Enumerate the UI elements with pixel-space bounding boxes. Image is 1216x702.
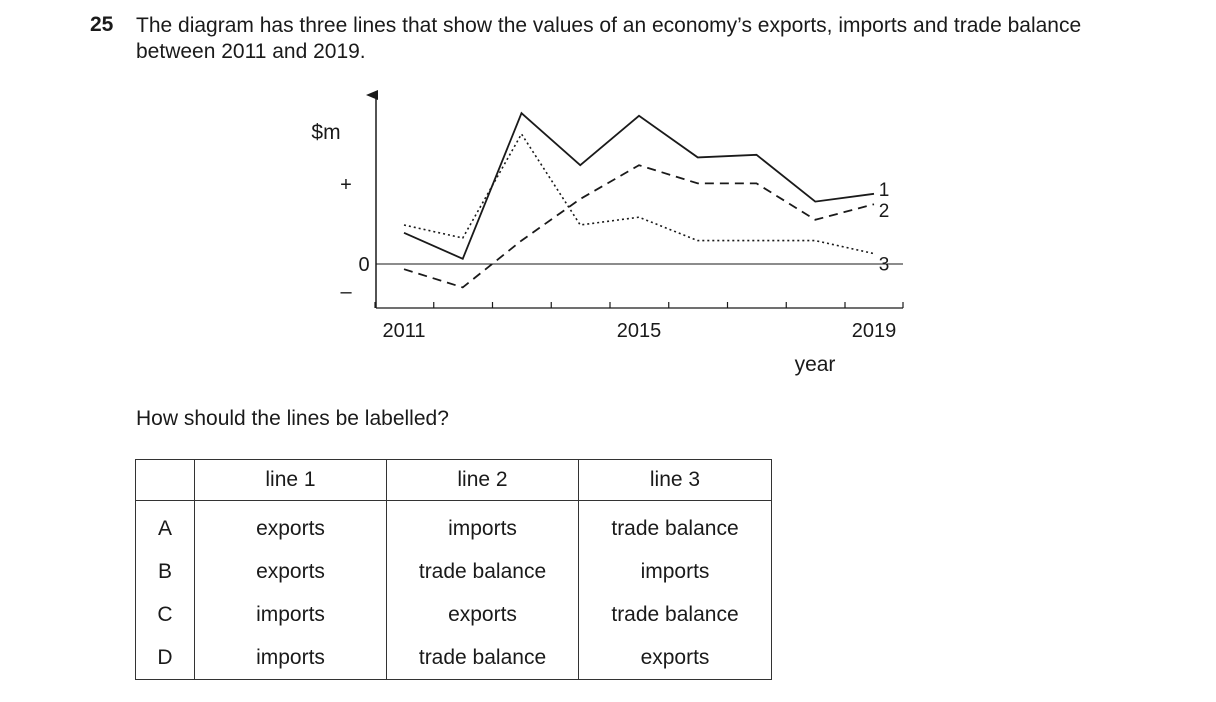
table-cell: exports [194,500,387,550]
table-cell: trade balance [386,550,579,593]
option-key: B [135,550,195,593]
y-axis-label: $m [311,121,340,144]
table-row-a[interactable]: A exports imports trade balance [135,500,772,550]
series-line-1 [403,111,875,260]
question-text: The diagram has three lines that show th… [136,14,1082,63]
table-cell: exports [386,593,579,636]
option-key: C [135,593,195,636]
table-header-row: line 1 line 2 line 3 [135,459,772,501]
table-cell: imports [386,500,579,550]
option-key: A [135,500,195,550]
table-cell: exports [194,550,387,593]
table-cell: trade balance [386,636,579,680]
series-label-3: 3 [879,255,890,276]
table-header-line-2: line 2 [386,459,579,501]
table-row-b[interactable]: B exports trade balance imports [135,550,772,593]
table-header-line-1: line 1 [194,459,387,501]
question-prompt: How should the lines be labelled? [136,407,449,430]
x-tick-label: 2015 [617,320,662,342]
table-cell: exports [578,636,772,680]
option-key: D [135,636,195,680]
table-cell: imports [194,636,387,680]
y-plus-marker: + [340,174,352,196]
answer-table: line 1 line 2 line 3 A exports imports t… [135,459,772,680]
x-tick-label: 2019 [852,320,897,342]
table-row-c[interactable]: C imports exports trade balance [135,593,772,636]
table-cell: trade balance [578,500,772,550]
series-label-2: 2 [879,201,890,222]
line-chart: 2011 2015 2019 $m year +0– 12 3 [311,90,904,376]
table-row-d[interactable]: D imports trade balance exports [135,636,772,680]
table-header-line-3: line 3 [578,459,772,501]
series-line-3 [403,132,875,255]
series-label-1: 1 [879,180,890,201]
series-line-2 [403,164,875,289]
x-tick-label: 2011 [382,320,425,342]
table-cell: imports [578,550,772,593]
x-axis-label: year [795,353,836,376]
table-header-blank [135,459,195,501]
table-cell: trade balance [578,593,772,636]
y-zero-label: 0 [358,254,369,276]
table-cell: imports [194,593,387,636]
question-number: 25 [90,13,114,36]
y-minus-marker: – [340,281,352,303]
